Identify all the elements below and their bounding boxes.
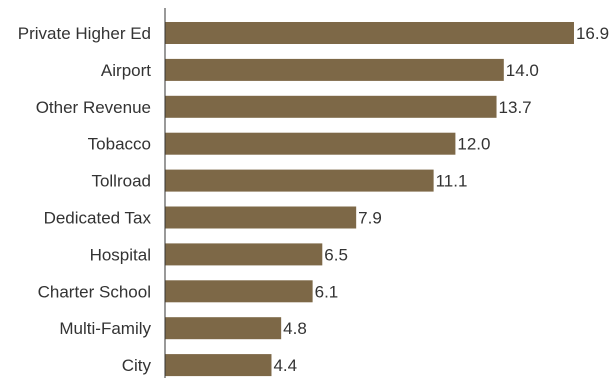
value-label-6: 6.5 <box>324 245 348 264</box>
category-label-8: Multi-Family <box>59 319 151 338</box>
value-label-1: 14.0 <box>506 61 539 80</box>
category-label-5: Dedicated Tax <box>44 209 152 228</box>
category-label-9: City <box>122 356 152 375</box>
bar-6 <box>165 243 323 266</box>
category-label-0: Private Higher Ed <box>18 24 151 43</box>
value-label-9: 4.4 <box>273 356 297 375</box>
category-label-6: Hospital <box>90 245 151 264</box>
bar-7 <box>165 280 313 303</box>
value-label-8: 4.8 <box>283 319 307 338</box>
category-label-4: Tollroad <box>91 172 151 191</box>
value-labels: 16.9 14.0 13.7 12.0 11.1 7.9 6.5 6.1 4.8 4.4 <box>273 24 609 375</box>
value-label-2: 13.7 <box>499 98 532 117</box>
value-label-0: 16.9 <box>576 24 609 43</box>
category-label-1: Airport <box>101 61 151 80</box>
bar-4 <box>165 169 434 192</box>
bar-8 <box>165 317 282 340</box>
bar-3 <box>165 132 456 155</box>
value-label-4: 11.1 <box>436 172 468 191</box>
category-label-2: Other Revenue <box>36 98 151 117</box>
category-label-7: Charter School <box>38 282 151 301</box>
bar-9 <box>165 354 272 377</box>
category-labels: Private Higher Ed Airport Other Revenue Tob… <box>18 24 152 375</box>
value-label-5: 7.9 <box>358 209 382 228</box>
bar-5 <box>165 206 357 229</box>
bars <box>165 22 574 377</box>
bar-0 <box>165 22 574 44</box>
bar-1 <box>165 58 504 81</box>
value-label-3: 12.0 <box>457 135 490 154</box>
value-label-7: 6.1 <box>315 282 339 301</box>
category-label-3: Tobacco <box>88 135 151 154</box>
bar-2 <box>165 95 497 118</box>
